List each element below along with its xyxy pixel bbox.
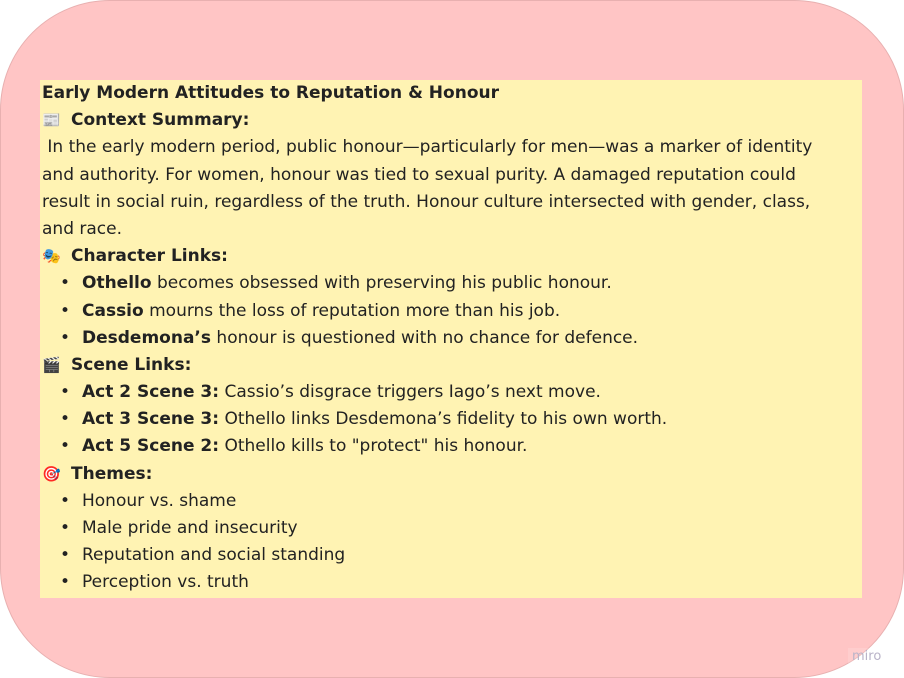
list-item: • Act 2 Scene 3: Cassio’s disgrace trigge… [60, 382, 601, 403]
list-item: • Perception vs. truth [60, 572, 249, 593]
scene-heading: 🎬 Scene Links: [42, 352, 862, 379]
context-line: result in social ruin, regardless of the… [42, 191, 811, 212]
miro-watermark: miro [848, 648, 886, 665]
clapper-board-icon: 🎬 [42, 355, 61, 374]
list-item: • Act 5 Scene 2: Othello kills to "protec… [60, 436, 528, 457]
context-line: and authority. For women, honour was tie… [42, 164, 796, 185]
list-item: • Desdemona’s honour is questioned with n… [60, 327, 639, 348]
sticky-note[interactable]: Early Modern Attitudes to Reputation & H… [40, 80, 862, 598]
list-item: • Male pride and insecurity [60, 518, 298, 538]
list-item: • Othello becomes obsessed with preservin… [60, 273, 612, 294]
direct-hit-icon: 🎯 [42, 464, 61, 483]
character-heading: 🎭 Character Links: [42, 243, 862, 270]
list-item: • Honour vs. shame [60, 490, 237, 511]
context-line: and race. [42, 218, 123, 239]
note-title: Early Modern Attitudes to Reputation & H… [42, 83, 499, 103]
theater-masks-icon: 🎭 [42, 247, 61, 266]
themes-heading: 🎯 Themes: [42, 461, 862, 488]
newspaper-icon: 📰 [42, 111, 61, 130]
list-item: • Act 3 Scene 3: Othello links Desdemona’… [60, 409, 668, 430]
context-heading: 📰 Context Summary: [42, 107, 862, 134]
context-line: In the early modern period, public honou… [42, 137, 813, 158]
list-item: • Cassio mourns the loss of reputation mo… [60, 300, 561, 321]
list-item: • Reputation and social standing [60, 545, 346, 566]
